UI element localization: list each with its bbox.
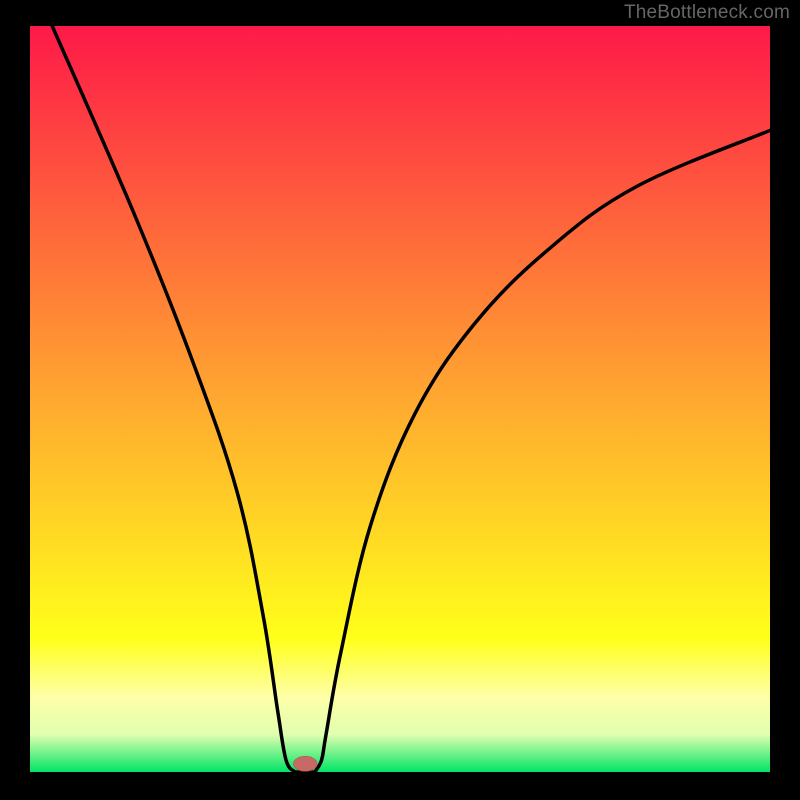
watermark-text: TheBottleneck.com <box>624 2 790 24</box>
chart-canvas: TheBottleneck.com <box>0 0 800 800</box>
plot-gradient-background <box>30 26 770 772</box>
